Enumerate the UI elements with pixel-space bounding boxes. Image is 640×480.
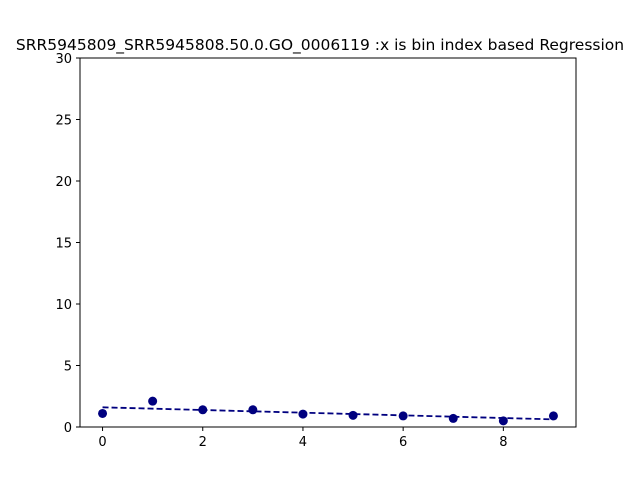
data-point <box>448 413 458 423</box>
data-point <box>548 411 558 421</box>
x-tick-label: 4 <box>299 435 307 450</box>
y-tick-label: 15 <box>55 237 72 252</box>
y-tick-label: 30 <box>55 52 72 67</box>
regression-line <box>102 406 554 421</box>
y-tick-label: 10 <box>55 298 72 313</box>
x-tick-label: 2 <box>199 435 207 450</box>
x-tick-label: 6 <box>399 435 407 450</box>
data-point <box>148 396 158 406</box>
chart-title: SRR5945809_SRR5945808.50.0.GO_0006119 :x… <box>16 36 624 55</box>
y-tick-label: 25 <box>55 114 72 129</box>
y-tick-label: 20 <box>55 175 72 190</box>
data-point <box>298 409 308 419</box>
x-tick-label: 8 <box>499 435 507 450</box>
data-point <box>348 410 358 420</box>
data-point <box>248 405 258 415</box>
y-tick-label: 0 <box>64 421 72 436</box>
y-tick-label: 5 <box>64 360 72 375</box>
x-tick-label: 0 <box>98 435 106 450</box>
plot-area <box>98 396 558 426</box>
axes: 0 2 4 6 8 0 5 10 15 20 25 30 <box>55 52 577 450</box>
data-point <box>98 408 108 418</box>
